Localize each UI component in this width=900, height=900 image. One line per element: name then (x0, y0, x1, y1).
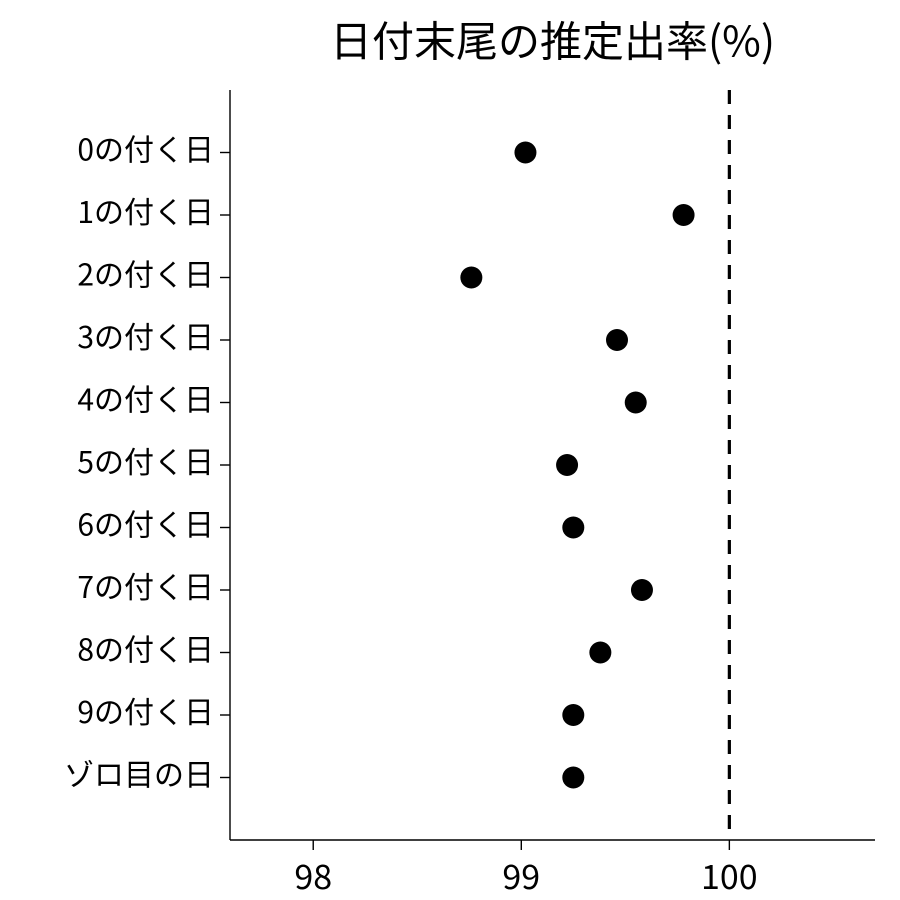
data-points (460, 142, 694, 789)
y-tick-label: 4の付く日 (77, 376, 214, 420)
data-point (514, 142, 536, 164)
x-tick-label: 100 (701, 850, 758, 899)
data-point (606, 329, 628, 351)
data-point (556, 454, 578, 476)
data-point (589, 642, 611, 664)
data-point (562, 704, 584, 726)
y-tick-label: 6の付く日 (77, 501, 214, 545)
data-point (562, 517, 584, 539)
data-point (625, 392, 647, 414)
data-point (460, 267, 482, 289)
data-point (562, 767, 584, 789)
x-tick-label: 98 (294, 850, 332, 899)
y-tick-label: 8の付く日 (77, 626, 214, 670)
y-tick-label: 2の付く日 (77, 251, 214, 295)
data-point (631, 579, 653, 601)
chart-title: 日付末尾の推定出率(%) (330, 8, 775, 69)
dot-chart: 日付末尾の推定出率(%) 0の付く日 1の付く日 2の付く日 3の付く日 4の付く日 5の… (0, 0, 900, 900)
x-tick-label: 99 (502, 850, 540, 899)
y-tick-label: 5の付く日 (77, 438, 214, 482)
y-tick-label: 0の付く日 (77, 126, 214, 170)
y-tick-label: 7の付く日 (77, 563, 214, 607)
y-tick-label: 9の付く日 (77, 688, 214, 732)
axes: 0の付く日 1の付く日 2の付く日 3の付く日 4の付く日 5の付く日 6の付く日 7の付く日… (64, 90, 875, 899)
y-tick-label: ゾロ目の日 (64, 751, 214, 795)
y-tick-label: 1の付く日 (77, 188, 214, 232)
data-point (673, 204, 695, 226)
y-tick-label: 3の付く日 (77, 313, 214, 357)
